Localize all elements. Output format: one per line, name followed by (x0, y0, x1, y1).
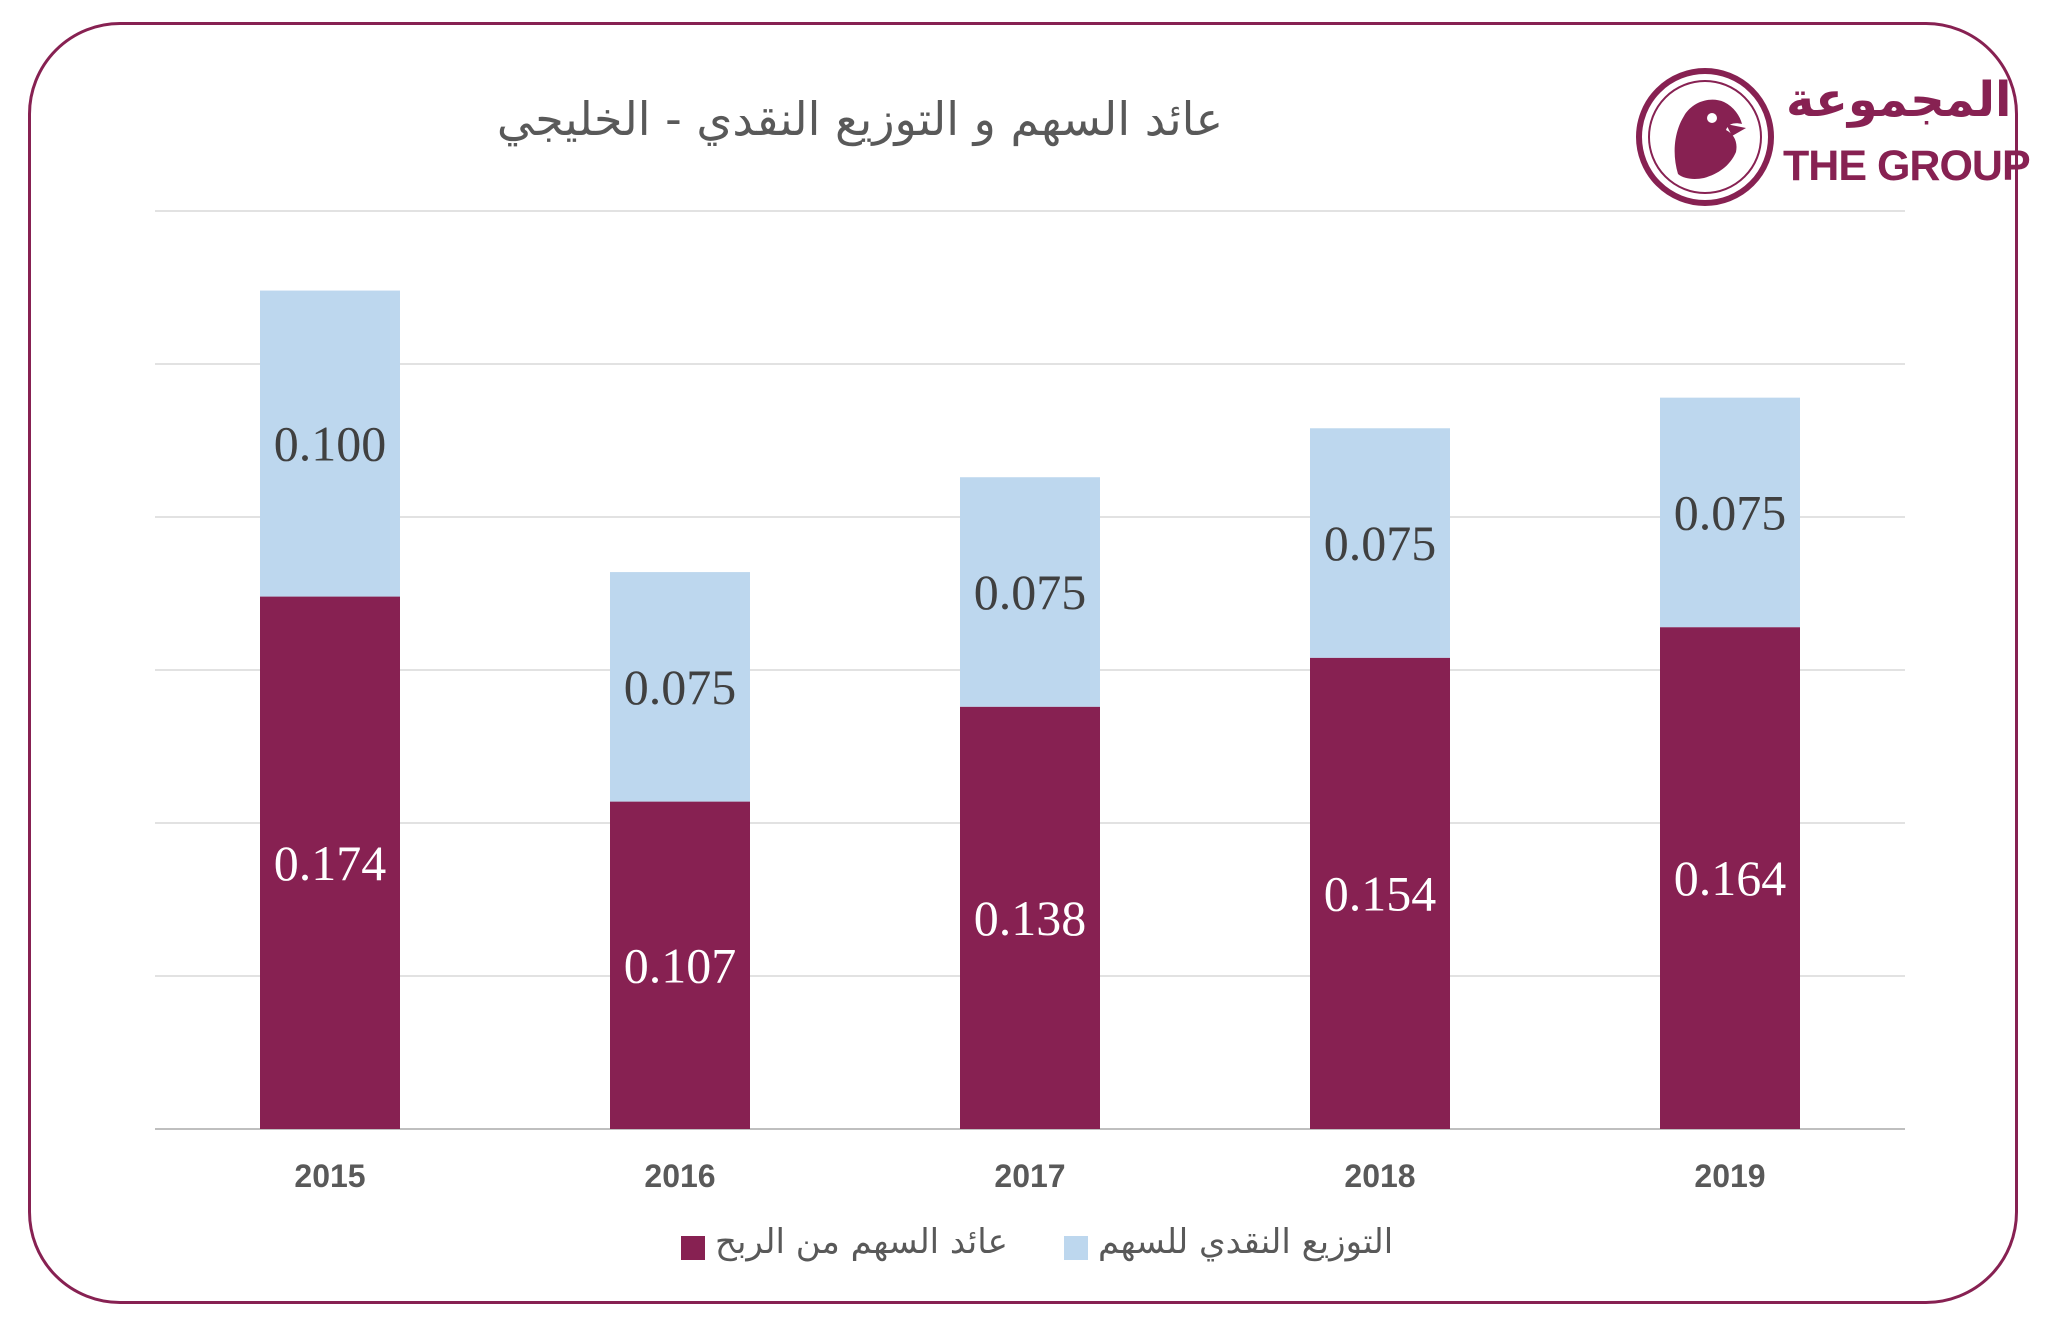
bar-eps-2015 (260, 596, 400, 1129)
legend-swatch-eps (681, 1236, 705, 1260)
data-label-dividend-2018: 0.075 (1324, 515, 1437, 571)
x-tick-label-2019: 2019 (1694, 1158, 1765, 1194)
x-tick-label-2016: 2016 (644, 1158, 715, 1194)
data-label-dividend-2016: 0.075 (624, 659, 737, 715)
data-label-eps-2016: 0.107 (624, 937, 737, 993)
bar-eps-2017 (960, 706, 1100, 1129)
x-tick-label-2015: 2015 (294, 1158, 365, 1194)
chart-title: عائد السهم و التوزيع النقدي - الخليجي (496, 92, 1224, 146)
logo-arabic-text: المجموعة (1786, 72, 2012, 128)
legend-swatch-dividend (1064, 1236, 1088, 1260)
data-label-eps-2019: 0.164 (1674, 850, 1787, 906)
x-tick-label-2017: 2017 (994, 1158, 1065, 1194)
data-label-eps-2018: 0.154 (1324, 865, 1437, 921)
logo-english-text: THE GROUP (1783, 142, 2031, 190)
company-logo: المجموعة THE GROUP (1630, 62, 2031, 212)
bar-dividend-2016 (610, 572, 750, 802)
bar-eps-2018 (1310, 657, 1450, 1129)
data-label-dividend-2015: 0.100 (274, 416, 387, 472)
bar-eps-2019 (1660, 627, 1800, 1129)
chart-legend: عائد السهم من الربح التوزيع النقدي للسهم (0, 1222, 2048, 1272)
data-label-eps-2017: 0.138 (974, 890, 1087, 946)
legend-label-dividend: التوزيع النقدي للسهم (1098, 1222, 1394, 1262)
falcon-logo-icon (1636, 68, 1774, 206)
bar-eps-2016 (610, 801, 750, 1129)
bar-dividend-2018 (1310, 428, 1450, 658)
legend-label-eps: عائد السهم من الربح (715, 1222, 1008, 1262)
bar-dividend-2015 (260, 290, 400, 597)
data-label-dividend-2017: 0.075 (974, 564, 1087, 620)
data-label-dividend-2019: 0.075 (1674, 484, 1787, 540)
bar-dividend-2017 (960, 477, 1100, 707)
data-label-eps-2015: 0.174 (274, 835, 387, 891)
bar-dividend-2019 (1660, 397, 1800, 628)
x-tick-label-2018: 2018 (1344, 1158, 1415, 1194)
